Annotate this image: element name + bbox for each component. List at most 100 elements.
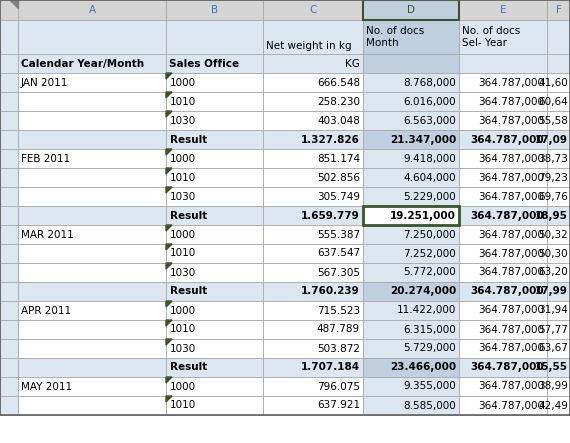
Text: 364.787,000: 364.787,000 — [470, 287, 544, 296]
Text: 364.787,000: 364.787,000 — [478, 306, 544, 315]
Bar — [459, 130, 547, 149]
Bar — [18, 396, 166, 415]
Bar — [263, 92, 363, 111]
Text: 637.921: 637.921 — [317, 400, 360, 411]
Bar — [547, 168, 570, 187]
Polygon shape — [166, 149, 172, 155]
Text: No. of docs
Sel- Year: No. of docs Sel- Year — [462, 26, 520, 48]
Bar — [459, 263, 547, 282]
Bar — [363, 206, 459, 225]
Bar — [363, 168, 459, 187]
Bar — [547, 320, 570, 339]
Text: 1010: 1010 — [170, 249, 196, 259]
Bar — [547, 377, 570, 396]
Bar — [166, 339, 263, 358]
Polygon shape — [166, 244, 172, 250]
Bar — [363, 396, 459, 415]
Text: 6.016,000: 6.016,000 — [404, 97, 456, 106]
Bar — [166, 358, 263, 377]
Bar — [459, 20, 547, 54]
Bar — [263, 377, 363, 396]
Bar — [18, 244, 166, 263]
Bar — [0, 244, 18, 263]
Text: 364.787,000: 364.787,000 — [478, 343, 544, 354]
Text: 7.250,000: 7.250,000 — [404, 229, 456, 240]
Polygon shape — [166, 301, 172, 307]
Bar — [0, 130, 18, 149]
Bar — [459, 377, 547, 396]
Text: 18,95: 18,95 — [535, 210, 568, 221]
Text: Calendar Year/Month: Calendar Year/Month — [21, 58, 144, 69]
Bar — [459, 282, 547, 301]
Bar — [363, 206, 459, 225]
Text: 364.787,000: 364.787,000 — [478, 172, 544, 183]
Bar — [166, 263, 263, 282]
Text: Sales Office: Sales Office — [169, 58, 239, 69]
Text: 6.315,000: 6.315,000 — [403, 325, 456, 334]
Bar — [363, 20, 459, 54]
Text: 1000: 1000 — [170, 154, 196, 163]
Text: 17,09: 17,09 — [535, 135, 568, 144]
Bar — [0, 111, 18, 130]
Text: 4.604,000: 4.604,000 — [404, 172, 456, 183]
Text: 851.174: 851.174 — [317, 154, 360, 163]
Text: 1.707.184: 1.707.184 — [301, 362, 360, 373]
Bar — [166, 187, 263, 206]
Bar — [363, 111, 459, 130]
Bar — [363, 282, 459, 301]
Text: 1.659.779: 1.659.779 — [302, 210, 360, 221]
Bar — [547, 301, 570, 320]
Text: 38,73: 38,73 — [538, 154, 568, 163]
Text: 364.787,000: 364.787,000 — [478, 249, 544, 259]
Text: 60,64: 60,64 — [538, 97, 568, 106]
Bar — [263, 244, 363, 263]
Text: B: B — [211, 5, 218, 15]
Bar — [547, 339, 570, 358]
Bar — [0, 168, 18, 187]
Bar — [459, 358, 547, 377]
Bar — [459, 149, 547, 168]
Bar — [459, 320, 547, 339]
Bar — [263, 111, 363, 130]
Text: 21.347,000: 21.347,000 — [390, 135, 456, 144]
Bar — [459, 111, 547, 130]
Bar — [263, 168, 363, 187]
Text: 364.787,000: 364.787,000 — [478, 97, 544, 106]
Bar — [166, 225, 263, 244]
Text: 50,32: 50,32 — [538, 229, 568, 240]
Text: Result: Result — [170, 362, 207, 373]
Bar — [363, 339, 459, 358]
Bar — [18, 358, 166, 377]
Bar — [547, 225, 570, 244]
Polygon shape — [166, 168, 172, 174]
Bar — [263, 187, 363, 206]
Bar — [263, 73, 363, 92]
Text: F: F — [556, 5, 561, 15]
Polygon shape — [166, 377, 172, 383]
Text: 487.789: 487.789 — [317, 325, 360, 334]
Bar — [547, 0, 570, 20]
Text: 555.387: 555.387 — [317, 229, 360, 240]
Bar — [263, 301, 363, 320]
Text: MAR 2011: MAR 2011 — [21, 229, 74, 240]
Text: 55,58: 55,58 — [538, 116, 568, 125]
Bar — [459, 244, 547, 263]
Bar — [18, 187, 166, 206]
Bar — [363, 320, 459, 339]
Polygon shape — [166, 111, 172, 117]
Bar — [18, 282, 166, 301]
Bar — [363, 358, 459, 377]
Text: 50,30: 50,30 — [539, 249, 568, 259]
Text: Result: Result — [170, 287, 207, 296]
Text: 1000: 1000 — [170, 229, 196, 240]
Bar — [547, 263, 570, 282]
Text: 31,94: 31,94 — [538, 306, 568, 315]
Text: 19.251,000: 19.251,000 — [390, 210, 456, 221]
Text: 41,60: 41,60 — [538, 78, 568, 88]
Bar — [459, 339, 547, 358]
Bar — [166, 168, 263, 187]
Text: 8.768,000: 8.768,000 — [403, 78, 456, 88]
Bar — [363, 130, 459, 149]
Text: 364.787,000: 364.787,000 — [478, 191, 544, 202]
Text: Result: Result — [170, 135, 207, 144]
